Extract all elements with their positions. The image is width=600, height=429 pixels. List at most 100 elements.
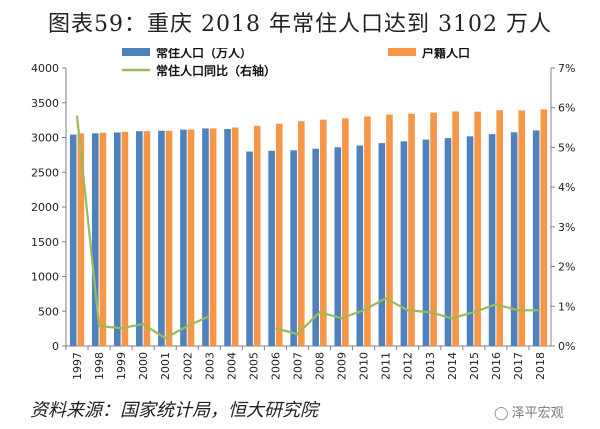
hukou-population-bar (99, 132, 107, 346)
right-tick-label: 2% (558, 261, 575, 274)
hukou-population-bar (121, 131, 129, 346)
left-tick-label: 4000 (31, 62, 59, 75)
x-tick-label: 2012 (402, 352, 415, 380)
watermark-text: 泽平宏观 (511, 406, 564, 421)
resident-population-bar (290, 150, 297, 346)
hukou-population-bar (496, 110, 503, 346)
x-tick-label: 2011 (380, 352, 393, 380)
resident-population-bar (246, 151, 253, 346)
x-tick-label: 2016 (490, 352, 503, 380)
source-note: 资料来源：国家统计局，恒大研究院 (30, 400, 318, 421)
x-tick-label: 2009 (336, 352, 349, 380)
x-tick-label: 2000 (137, 352, 150, 380)
x-tick-label: 2008 (314, 352, 327, 380)
resident-population-bar (466, 136, 474, 346)
watermark: ◯ 泽平宏观 (494, 402, 564, 421)
resident-population-bar (136, 131, 143, 346)
population-chart: 0 500 1000 1500 2000 2500 3000 3500 4000 0% 1% 2% 3%… (31, 48, 575, 380)
x-tick-label: 1997 (71, 352, 84, 380)
hukou-population-bar (320, 119, 327, 347)
x-tick-label: 2015 (468, 352, 481, 380)
x-tick-label: 2013 (424, 352, 437, 380)
resident-population-bar (312, 148, 320, 346)
x-tick-label: 2018 (534, 352, 547, 380)
hukou-population-bar (386, 114, 393, 346)
x-tick-label: 2005 (247, 352, 260, 380)
hukou-population-bar (297, 121, 305, 346)
resident-population-bar (202, 128, 209, 346)
x-tick-label: 2017 (512, 352, 525, 380)
resident-population-bar (268, 150, 275, 346)
hukou-population-bar (253, 125, 261, 346)
left-tick-label: 500 (38, 305, 59, 318)
resident-population-bar (532, 130, 540, 346)
chart-line (75, 115, 540, 340)
hukou-population-bar (430, 112, 437, 346)
hukou-population-bar (540, 109, 548, 346)
legend-hukou-swatch (388, 48, 416, 56)
hukou-population-bar (474, 111, 481, 346)
hukou-population-bar (231, 127, 239, 346)
x-tick-label: 2007 (291, 352, 304, 380)
hukou-population-bar (342, 118, 349, 347)
hukou-population-bar (408, 113, 415, 346)
chart-bars (69, 109, 548, 347)
hukou-population-bar (275, 123, 283, 347)
wechat-icon: ◯ (494, 406, 509, 421)
resident-population-bar (158, 130, 165, 346)
x-tick-label: 2002 (181, 352, 194, 380)
left-tick-label: 2500 (31, 166, 59, 179)
resident-population-bar (400, 141, 408, 346)
resident-population-bar (224, 129, 231, 346)
resident-population-bar (114, 132, 121, 346)
resident-population-bar (378, 143, 386, 346)
hukou-population-bar (187, 129, 195, 346)
left-tick-label: 1000 (31, 271, 59, 284)
resident-population-bar (69, 134, 77, 346)
left-tick-label: 0 (52, 340, 59, 353)
resident-population-bar (422, 139, 430, 346)
left-tick-label: 1500 (31, 236, 59, 249)
right-tick-label: 3% (558, 221, 575, 234)
chart-axes: 0 500 1000 1500 2000 2500 3000 3500 4000 0% 1% 2% 3%… (31, 62, 575, 380)
legend-resident-label: 常住人口（万人） (156, 48, 252, 60)
resident-population-bar (444, 138, 452, 346)
right-tick-label: 5% (558, 141, 575, 154)
hukou-population-bar (77, 133, 85, 346)
x-tick-label: 1999 (115, 352, 128, 380)
x-tick-label: 2006 (269, 352, 282, 380)
hukou-population-bar (518, 110, 526, 346)
right-tick-label: 1% (558, 300, 575, 313)
right-tick-label: 0% (558, 340, 575, 353)
x-tick-label: 2014 (446, 352, 459, 380)
resident-population-bar (180, 129, 187, 346)
resident-population-bar (334, 147, 342, 346)
hukou-population-bar (165, 130, 173, 346)
legend-resident-swatch (122, 48, 150, 56)
left-tick-label: 3500 (31, 97, 59, 110)
right-tick-label: 7% (558, 62, 575, 75)
x-tick-label: 2001 (159, 352, 172, 380)
left-tick-label: 2000 (31, 201, 59, 214)
x-tick-label: 1998 (93, 352, 106, 380)
x-tick-label: 2010 (358, 352, 371, 380)
chart-title: 图表59：重庆 2018 年常住人口达到 3102 万人 (48, 12, 552, 37)
legend-yoy-label: 常住人口同比（右轴） (156, 63, 276, 78)
x-tick-label: 2003 (203, 352, 216, 380)
x-tick-label: 2004 (225, 352, 238, 380)
left-tick-label: 3000 (31, 132, 59, 145)
yoy-growth-line (75, 115, 210, 340)
yoy-growth-line (275, 297, 540, 336)
hukou-population-bar (364, 116, 371, 346)
hukou-population-bar (209, 128, 217, 346)
resident-population-bar (356, 145, 364, 346)
hukou-population-bar (452, 111, 459, 346)
hukou-population-bar (143, 131, 151, 346)
right-tick-label: 4% (558, 181, 575, 194)
resident-population-bar (91, 133, 99, 346)
right-tick-label: 6% (558, 102, 575, 115)
legend-hukou-label: 户籍人口 (422, 48, 470, 60)
resident-population-bar (510, 132, 518, 346)
resident-population-bar (488, 134, 496, 346)
